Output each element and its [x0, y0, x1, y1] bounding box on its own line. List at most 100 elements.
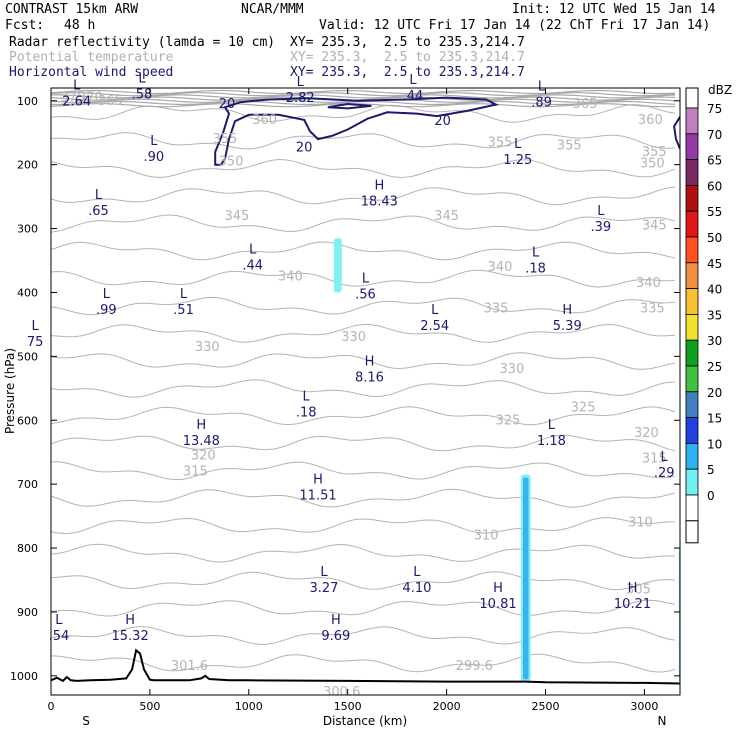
colorbar-level: 0 — [707, 489, 715, 503]
hl-marker: L — [73, 78, 81, 93]
y-axis-label: Pressure (hPa) — [3, 348, 17, 434]
theta-label: 315 — [183, 464, 208, 479]
hl-marker: H — [313, 473, 323, 488]
colorbar-swatch — [685, 391, 699, 418]
axes: 0 500 1000 1500 2000 2500 3000 100 200 300 400 500 6… — [10, 88, 680, 713]
y-tick-label: 600 — [17, 414, 38, 427]
field-2-xy: XY= 235.3, 2.5 to 235.3,214.7 — [290, 50, 525, 65]
hl-value: 15.32 — [112, 629, 149, 644]
model-title: CONTRAST 15km ARW — [5, 2, 139, 17]
theta-contour — [51, 296, 676, 316]
terrain-line — [51, 648, 680, 685]
valid-time: Valid: 12 UTC Fri 17 Jan 14 (22 ChT Fri … — [319, 18, 711, 33]
colorbar-swatch — [685, 339, 699, 367]
y-tick-label: 500 — [17, 350, 38, 363]
hl-marker: L — [303, 389, 311, 404]
theta-label: 360 — [252, 113, 277, 128]
theta-label: 355 — [488, 135, 513, 150]
hl-marker: L — [320, 565, 328, 580]
theta-contour-upper — [51, 89, 676, 95]
theta-label: 340 — [636, 276, 661, 291]
colorbar-swatch — [685, 236, 699, 264]
theta-contour — [51, 323, 676, 343]
theta-label: 330 — [195, 340, 220, 355]
theta-label: 360 — [638, 113, 663, 128]
theta-label: 325 — [571, 400, 596, 415]
theta-label: 340 — [488, 260, 513, 275]
colorbar-level: 55 — [707, 205, 722, 219]
theta-contour-upper — [51, 92, 676, 97]
wind-speed-contour-20 — [214, 96, 680, 166]
colorbar-swatch — [685, 159, 699, 186]
theta-label: 310 — [628, 515, 653, 530]
hl-marker: L — [32, 319, 40, 334]
theta-label: 345 — [642, 218, 667, 233]
hl-marker: L — [249, 243, 257, 258]
colorbar-level: 45 — [707, 257, 722, 271]
hl-marker: L — [597, 204, 605, 219]
theta-contour — [51, 406, 676, 426]
y-tick-label: 1000 — [10, 670, 38, 683]
high-low-labels: L2.64L.58L2.82L.44L.89L.90L1.25H18.43L.6… — [27, 71, 675, 644]
reflectivity-cell-outer — [333, 238, 342, 293]
colorbar-level: 70 — [707, 128, 722, 142]
colorbar-swatch — [685, 417, 699, 444]
hl-value: 1.25 — [503, 153, 532, 168]
hl-marker: L — [532, 246, 540, 261]
colorbar-swatch — [685, 210, 699, 238]
colorbar-level: 15 — [707, 412, 722, 426]
hl-marker: L — [538, 80, 546, 95]
hl-value: 8.16 — [355, 370, 384, 385]
theta-label: 355 — [213, 132, 238, 147]
theta-contour — [51, 269, 676, 288]
theta-label: 335 — [484, 301, 509, 316]
theta-contour — [51, 241, 676, 261]
field-3-xy: XY= 235.3, 2.5 to 235.3,214.7 — [290, 65, 525, 80]
hl-marker: L — [409, 73, 417, 88]
colorbar-swatch — [685, 468, 699, 496]
theta-contour — [51, 434, 676, 452]
theta-label: 365 — [98, 94, 123, 109]
theta-label: 301.6 — [171, 659, 208, 674]
hl-value: 18.43 — [361, 195, 398, 210]
theta-contour — [51, 158, 676, 178]
theta-label: 330 — [341, 330, 366, 345]
colorbar-level: 10 — [707, 437, 722, 451]
hl-marker: L — [661, 450, 669, 465]
hl-marker: H — [562, 303, 572, 318]
theta-label: 345 — [434, 209, 459, 224]
x-axis-label: Distance (km) — [323, 714, 407, 728]
fcst-value: 48 h — [64, 18, 96, 33]
hl-marker: L — [431, 303, 439, 318]
org-label: NCAR/MMM — [241, 2, 304, 17]
theta-label: 299.6 — [456, 659, 493, 674]
hl-value: .51 — [173, 303, 194, 318]
theta-contour — [51, 488, 676, 508]
theta-label: 325 — [496, 413, 521, 428]
colorbar-level: 20 — [707, 386, 722, 400]
theta-label: 350 — [640, 156, 665, 171]
theta-contour — [51, 461, 676, 481]
colorbar-level: 35 — [707, 308, 722, 322]
field-2-name: Potential temperature — [9, 50, 174, 65]
hl-value: 10.81 — [479, 597, 516, 612]
theta-contour — [51, 186, 676, 206]
theta-contour-lines — [51, 89, 676, 673]
wind-20-contour-inner — [327, 102, 372, 110]
theta-label: 320 — [634, 426, 659, 441]
y-tick-label: 300 — [17, 223, 38, 236]
theta-contour — [51, 379, 676, 398]
hl-marker: H — [365, 354, 375, 369]
hl-marker: L — [180, 287, 188, 302]
hl-value: .65 — [88, 204, 109, 219]
theta-label: 345 — [225, 209, 250, 224]
colorbar-swatch — [685, 184, 699, 212]
hl-marker: L — [297, 75, 305, 90]
init-time: Init: 12 UTC Wed 15 Jan 14 — [512, 2, 716, 17]
field-1-xy: XY= 235.3, 2.5 to 235.3,214.7 — [290, 35, 525, 50]
hl-marker: L — [55, 613, 63, 628]
hl-value: .99 — [96, 303, 117, 318]
hl-value: .29 — [654, 466, 675, 481]
